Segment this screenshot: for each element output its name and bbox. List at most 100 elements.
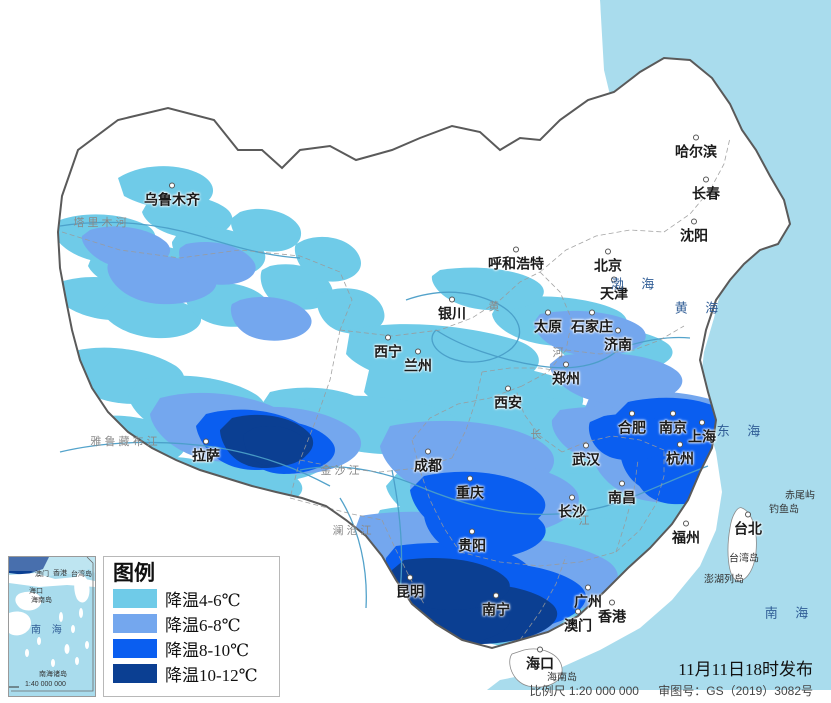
city-marker-dot [545, 309, 551, 316]
island-label-4: 澎湖列岛 [704, 571, 744, 586]
city-marker-dot [611, 276, 617, 283]
legend-swatch-6-8 [113, 614, 157, 633]
legend-swatch-10-12 [113, 664, 157, 683]
city-label-33: 海口 [526, 646, 554, 674]
city-label-10: 沈阳 [680, 218, 708, 246]
city-label-text: 成都 [414, 457, 442, 474]
city-marker-dot [629, 410, 635, 417]
city-label-text: 南宁 [482, 601, 510, 618]
city-label-text: 长沙 [558, 503, 586, 520]
river-label-3: 江 [579, 512, 590, 528]
city-label-13: 济南 [604, 327, 632, 355]
island-label-text: 赤尾屿 [785, 490, 815, 502]
city-label-text: 西安 [494, 394, 522, 411]
hainan-island [509, 648, 563, 688]
city-marker-dot [569, 494, 575, 501]
city-label-text: 南京 [659, 419, 687, 436]
city-label-32: 台北 [734, 511, 762, 539]
island-label-1: 海南岛 [547, 669, 577, 684]
city-label-text: 澳门 [564, 617, 592, 634]
city-marker-dot [513, 246, 519, 253]
city-marker-dot [619, 480, 625, 487]
inset-label-hongkong: 香港 [53, 570, 67, 577]
island-label-text: 台湾岛 [729, 553, 759, 565]
city-marker-dot [609, 599, 615, 606]
inset-scale: 1:40 000 000 [25, 681, 66, 688]
legend-label-10-12: 降温10-12℃ [165, 666, 258, 685]
city-marker-dot [605, 248, 611, 255]
city-label-text: 郑州 [552, 370, 580, 387]
inset-label-macau: 澳门 [35, 571, 49, 578]
city-label-text: 杭州 [666, 450, 694, 467]
river-label-text: 江 [578, 515, 590, 527]
river-label-2: 长 [531, 426, 542, 442]
city-label-text: 台北 [734, 520, 762, 537]
inset-label-hainan: 海南岛 [31, 597, 52, 604]
city-marker-dot [493, 592, 499, 599]
sea-label-text: 渤 海 [610, 276, 662, 292]
city-marker-dot [169, 182, 175, 189]
city-marker-dot [467, 475, 473, 482]
taiwan-island [727, 507, 757, 582]
city-marker-dot [683, 520, 689, 527]
legend-box: 图例 降温4-6℃ 降温6-8℃ 降温8-10℃ 降温10-12℃ [103, 556, 280, 697]
city-label-text: 西宁 [374, 343, 402, 360]
city-label-31: 福州 [672, 520, 700, 548]
river-label-text: 雅 鲁 藏 布 江 [90, 436, 158, 448]
river-label-0: 黄 [489, 298, 500, 314]
sea-label-text: 东 海 [716, 423, 768, 439]
city-label-text: 银川 [438, 305, 466, 322]
city-label-18: 武汉 [572, 442, 600, 470]
legend-label-4-6: 降温4-6℃ [165, 591, 241, 610]
province-borders [61, 137, 731, 641]
city-label-15: 西安 [494, 385, 522, 413]
city-label-text: 海口 [526, 655, 554, 672]
city-marker-dot [449, 296, 455, 303]
inset-islands-title: 南海诸岛 [39, 671, 67, 678]
city-label-text: 重庆 [456, 484, 484, 501]
city-label-24: 长沙 [558, 494, 586, 522]
sea-label-0: 渤 海 [611, 274, 662, 293]
south-china-sea-inset: 澳门 香港 台湾岛 海口 海南岛 南 海 南海诸岛 1:40 000 000 [8, 556, 96, 697]
city-marker-dot [469, 528, 475, 535]
city-marker-dot [505, 385, 511, 392]
legend-swatch-8-10 [113, 639, 157, 658]
legend-swatch-4-6 [113, 589, 157, 608]
river-label-text: 塔 里 木 河 [73, 217, 127, 229]
city-label-23: 南昌 [608, 480, 636, 508]
city-label-text: 哈尔滨 [675, 143, 717, 160]
city-label-2: 西宁 [374, 334, 402, 362]
city-marker-dot [575, 608, 581, 615]
legend-row: 降温10-12℃ [113, 662, 279, 685]
river-label-1: 河 [553, 344, 564, 360]
city-label-text: 香港 [598, 608, 626, 625]
city-marker-dot [585, 584, 591, 591]
legend-label-6-8: 降温6-8℃ [165, 616, 241, 635]
legend-row: 降温8-10℃ [113, 637, 279, 660]
inset-label-haikou: 海口 [29, 588, 43, 595]
city-marker-dot [670, 410, 676, 417]
legend-row: 降温6-8℃ [113, 612, 279, 635]
city-label-30: 澳门 [564, 608, 592, 636]
city-marker-dot [415, 348, 421, 355]
city-label-text: 武汉 [572, 451, 600, 468]
city-marker-dot [563, 361, 569, 368]
legend-row: 降温4-6℃ [113, 587, 279, 610]
city-label-text: 合肥 [618, 419, 646, 436]
river-label-5: 雅 鲁 藏 布 江 [90, 433, 157, 449]
city-marker-dot [703, 176, 709, 183]
island-label-0: 台湾岛 [729, 550, 759, 565]
city-label-text: 昆明 [396, 583, 424, 600]
city-marker-dot [699, 419, 705, 426]
national-border [56, 56, 792, 650]
city-marker-dot [589, 309, 595, 316]
city-label-0: 乌鲁木齐 [144, 182, 200, 210]
city-label-1: 拉萨 [192, 438, 220, 466]
city-label-3: 兰州 [404, 348, 432, 376]
city-label-text: 兰州 [404, 357, 432, 374]
island-label-text: 澎湖列岛 [704, 574, 744, 586]
city-label-16: 成都 [414, 448, 442, 476]
river-label-6: 金 沙 江 [320, 462, 359, 478]
city-label-12: 石家庄 [571, 309, 613, 337]
